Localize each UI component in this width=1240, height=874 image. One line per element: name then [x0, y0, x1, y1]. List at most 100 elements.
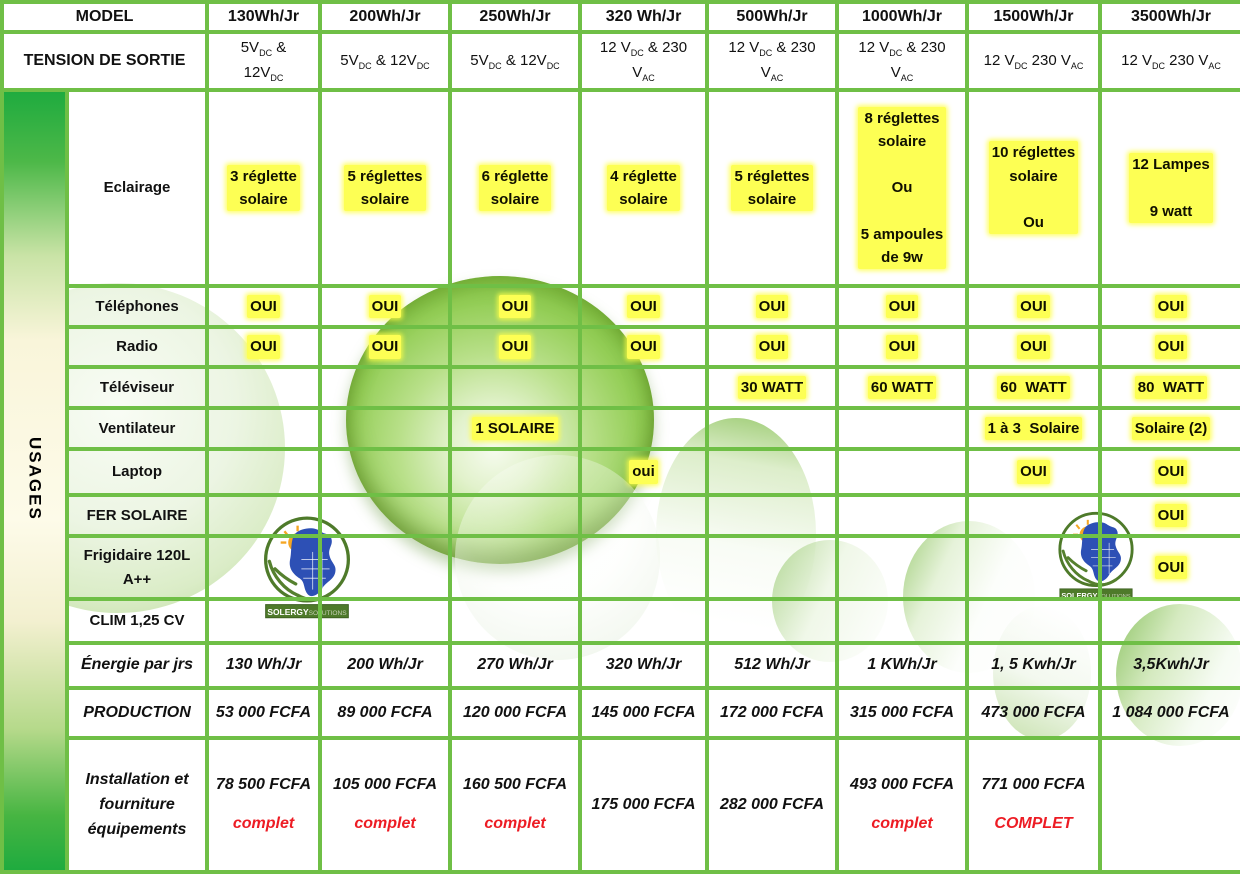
cell-energie-par-jrs-6: 1, 5 Kwh/Jr	[965, 640, 1102, 691]
tension-cell-1: 5VDC & 12VDC	[318, 30, 452, 92]
cell-value: 320 Wh/Jr	[605, 656, 682, 674]
cell-fer-solaire-6	[965, 492, 1102, 539]
cell-value: OUI	[755, 335, 789, 359]
install-note: COMPLET	[994, 815, 1073, 833]
tension-cell-2: 5VDC & 12VDC	[448, 30, 582, 92]
cell-fer-solaire-1	[318, 492, 452, 539]
tension-cell-0: 5VDC & 12VDC	[205, 30, 322, 92]
cell-clim-3	[578, 597, 709, 645]
cell-radio-6: OUI	[965, 324, 1102, 369]
cell-televiseur-0	[205, 364, 322, 411]
cell-value: 8 réglettes solaire Ou 5 ampoules de 9w	[857, 106, 947, 270]
install-note: complet	[232, 815, 295, 833]
cell-telephones-2: OUI	[448, 283, 582, 329]
cell-value: OUI	[247, 294, 280, 318]
cell-frigidaire-3	[578, 534, 709, 602]
cell-telephones-6: OUI	[965, 283, 1102, 329]
cell-eclairage-5: 8 réglettes solaire Ou 5 ampoules de 9w	[835, 88, 969, 288]
column-header-1: 200Wh/Jr	[318, 0, 452, 34]
cell-clim-5	[835, 597, 969, 645]
column-header-7: 3500Wh/Jr	[1098, 0, 1240, 34]
cell-clim-7	[1098, 597, 1240, 645]
row-label-laptop: Laptop	[65, 447, 209, 497]
row-clim: CLIM 1,25 CV	[2, 597, 1240, 645]
cell-energie-par-jrs-3: 320 Wh/Jr	[578, 640, 709, 691]
cell-frigidaire-0	[205, 534, 322, 602]
cell-laptop-7: OUI	[1098, 447, 1240, 497]
cell-installation-7	[1098, 736, 1240, 874]
cell-laptop-3: oui	[578, 447, 709, 497]
cell-value: 80 WATT	[1134, 375, 1208, 400]
column-header-3: 320 Wh/Jr	[578, 0, 709, 34]
cell-production-4: 172 000 FCFA	[705, 686, 839, 741]
cell-production-2: 120 000 FCFA	[448, 686, 582, 741]
cell-radio-5: OUI	[835, 324, 969, 369]
cell-value: 1 à 3 Solaire	[984, 417, 1083, 441]
cell-eclairage-6: 10 réglettes solaire Ou	[965, 88, 1102, 288]
cell-installation-3: 175 000 FCFA	[578, 736, 709, 874]
cell-fer-solaire-2	[448, 492, 582, 539]
cell-value: 53 000 FCFA	[215, 704, 312, 721]
cell-telephones-4: OUI	[705, 283, 839, 329]
cell-ventilateur-5	[835, 406, 969, 452]
cell-value: 6 réglette solaire	[478, 164, 552, 212]
cell-telephones-5: OUI	[835, 283, 969, 329]
row-eclairage: USAGES Eclairage 3 réglette solaire 5 réglet…	[0, 88, 1240, 874]
cell-value: 5 réglettes solaire	[344, 164, 426, 212]
cell-value: OUI	[1154, 556, 1188, 580]
tension-cell-4: 12 VDC & 230 VAC	[705, 30, 839, 92]
cell-radio-7: OUI	[1098, 324, 1240, 369]
row-telephones: Téléphones OUI OUI OUI OUI OUI OUI OUI OUI	[2, 283, 1240, 329]
row-label-eclairage: Eclairage	[65, 88, 209, 288]
cell-value: 473 000 FCFA	[981, 704, 1086, 721]
cell-production-3: 145 000 FCFA	[578, 686, 709, 741]
row-label-clim: CLIM 1,25 CV	[65, 597, 209, 645]
cell-value: 130 Wh/Jr	[225, 656, 302, 674]
cell-value: 5 réglettes solaire	[731, 164, 813, 212]
install-price: 493 000 FCFA	[849, 776, 955, 794]
usages-label: USAGES	[25, 437, 45, 521]
cell-fer-solaire-0	[205, 492, 322, 539]
cell-installation-5: 493 000 FCFA complet	[835, 736, 969, 874]
row-label-ventilateur: Ventilateur	[65, 406, 209, 452]
cell-production-5: 315 000 FCFA	[835, 686, 969, 741]
cell-value: OUI	[247, 335, 280, 359]
cell-radio-1: OUI	[318, 324, 452, 369]
cell-clim-0	[205, 597, 322, 645]
install-price: 175 000 FCFA	[591, 795, 696, 813]
cell-value: 145 000 FCFA	[591, 704, 696, 721]
cell-eclairage-0: 3 réglette solaire	[205, 88, 322, 288]
cell-value: 1, 5 Kwh/Jr	[991, 656, 1076, 674]
cell-ventilateur-3	[578, 406, 709, 452]
cell-radio-4: OUI	[705, 324, 839, 369]
row-label-fer-solaire: FER SOLAIRE	[65, 492, 209, 539]
cell-value: OUI	[498, 294, 532, 318]
cell-ventilateur-4	[705, 406, 839, 452]
cell-energie-par-jrs-5: 1 KWh/Jr	[835, 640, 969, 691]
row-label-frigidaire: Frigidaire 120L A++	[65, 534, 209, 602]
tension-cell-7: 12 VDC 230 VAC	[1098, 30, 1240, 92]
cell-value: 12 Lampes 9 watt	[1129, 153, 1213, 223]
column-header-2: 250Wh/Jr	[448, 0, 582, 34]
cell-value: 200 Wh/Jr	[347, 656, 423, 674]
row-installation: Installation et fourniture équipements 78 5…	[2, 736, 1240, 874]
cell-value: OUI	[627, 335, 660, 359]
cell-energie-par-jrs-2: 270 Wh/Jr	[448, 640, 582, 691]
tension-cell-6: 12 VDC 230 VAC	[965, 30, 1102, 92]
cell-value: OUI	[1017, 460, 1050, 484]
row-laptop: Laptop oui OUI OUI	[2, 447, 1240, 497]
cell-frigidaire-6	[965, 534, 1102, 602]
cell-ventilateur-2: 1 SOLAIRE	[448, 406, 582, 452]
cell-installation-2: 160 500 FCFA complet	[448, 736, 582, 874]
cell-value: oui	[629, 460, 658, 484]
cell-telephones-0: OUI	[205, 283, 322, 329]
cell-value: OUI	[368, 335, 402, 359]
tension-row: TENSION DE SORTIE 5VDC & 12VDC 5VDC & 12V…	[0, 30, 1240, 92]
row-ventilateur: Ventilateur 1 SOLAIRE 1 à 3 Solaire Solaire…	[2, 406, 1240, 452]
row-label-production: PRODUCTION	[65, 686, 209, 741]
cell-eclairage-7: 12 Lampes 9 watt	[1098, 88, 1240, 288]
cell-eclairage-3: 4 réglette solaire	[578, 88, 709, 288]
cell-frigidaire-4	[705, 534, 839, 602]
cell-production-6: 473 000 FCFA	[965, 686, 1102, 741]
cell-production-7: 1 084 000 FCFA	[1098, 686, 1240, 741]
